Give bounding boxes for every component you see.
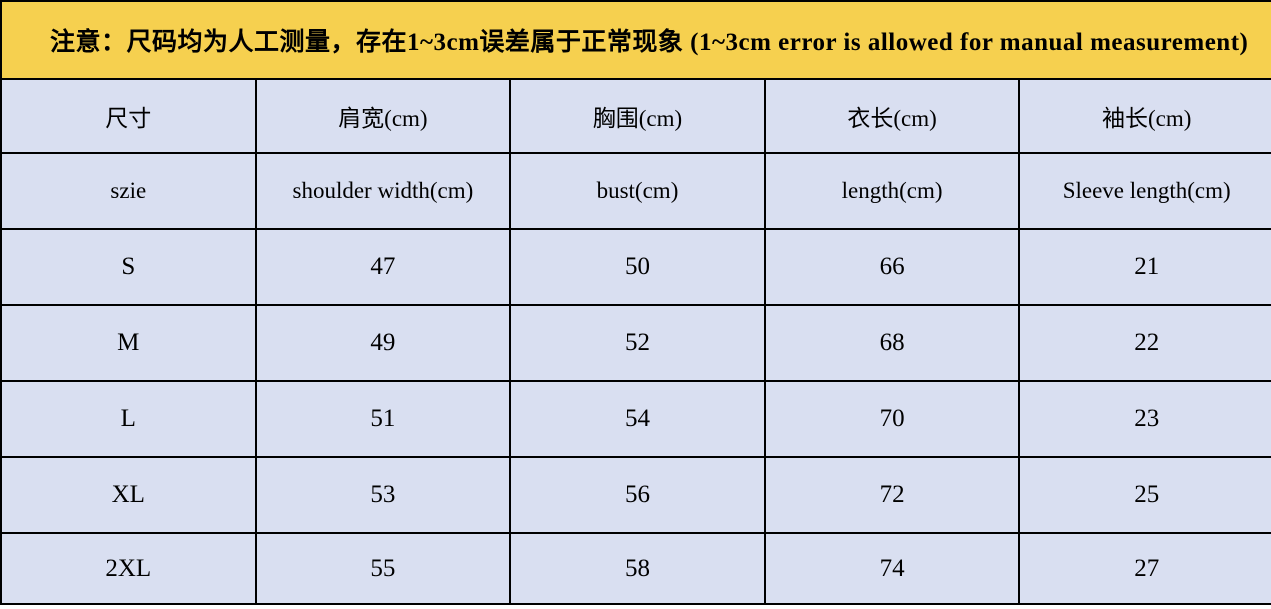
- value-cell: 23: [1018, 380, 1271, 458]
- header-en-length: length(cm): [763, 152, 1021, 230]
- value-cell: 56: [509, 456, 766, 534]
- header-cn-sleeve: 袖长(cm): [1018, 78, 1271, 154]
- value-cell: 70: [763, 380, 1021, 458]
- header-en-sleeve: Sleeve length(cm): [1018, 152, 1271, 230]
- bottom-margin-strip: [0, 605, 1271, 609]
- value-cell: 58: [509, 532, 766, 605]
- header-en-bust: bust(cm): [509, 152, 766, 230]
- value-cell: 21: [1018, 228, 1271, 306]
- table-row-l: L 51 54 70 23: [0, 380, 1271, 458]
- header-cn-shoulder: 肩宽(cm): [254, 78, 512, 154]
- notice-text: 注意：尺码均为人工测量，存在1~3cm误差属于正常现象 (1~3cm error…: [50, 29, 1249, 56]
- value-cell: 68: [763, 304, 1021, 382]
- value-cell: 53: [254, 456, 512, 534]
- value-cell: 52: [509, 304, 766, 382]
- value-cell: 47: [254, 228, 512, 306]
- table-row-m: M 49 52 68 22: [0, 304, 1271, 382]
- value-cell: 66: [763, 228, 1021, 306]
- header-en-size: szie: [0, 152, 257, 230]
- value-cell: 49: [254, 304, 512, 382]
- header-cn-size: 尺寸: [0, 78, 257, 154]
- size-cell: XL: [0, 456, 257, 534]
- value-cell: 72: [763, 456, 1021, 534]
- value-cell: 25: [1018, 456, 1271, 534]
- header-cn-bust: 胸围(cm): [509, 78, 766, 154]
- value-cell: 27: [1018, 532, 1271, 605]
- size-cell: M: [0, 304, 257, 382]
- header-row-en: szie shoulder width(cm) bust(cm) length(…: [0, 152, 1271, 230]
- size-cell: L: [0, 380, 257, 458]
- size-table: 尺寸 肩宽(cm) 胸围(cm) 衣长(cm) 袖长(cm) szie shou…: [0, 78, 1271, 605]
- value-cell: 74: [763, 532, 1021, 605]
- table-row-s: S 47 50 66 21: [0, 228, 1271, 306]
- header-cn-length: 衣长(cm): [763, 78, 1021, 154]
- notice-banner: 注意：尺码均为人工测量，存在1~3cm误差属于正常现象 (1~3cm error…: [0, 0, 1271, 78]
- value-cell: 54: [509, 380, 766, 458]
- value-cell: 22: [1018, 304, 1271, 382]
- value-cell: 51: [254, 380, 512, 458]
- value-cell: 55: [254, 532, 512, 605]
- table-row-xl: XL 53 56 72 25: [0, 456, 1271, 534]
- size-cell: 2XL: [0, 532, 257, 605]
- table-row-2xl: 2XL 55 58 74 27: [0, 532, 1271, 605]
- header-row-cn: 尺寸 肩宽(cm) 胸围(cm) 衣长(cm) 袖长(cm): [0, 78, 1271, 154]
- value-cell: 50: [509, 228, 766, 306]
- header-en-shoulder: shoulder width(cm): [254, 152, 512, 230]
- size-cell: S: [0, 228, 257, 306]
